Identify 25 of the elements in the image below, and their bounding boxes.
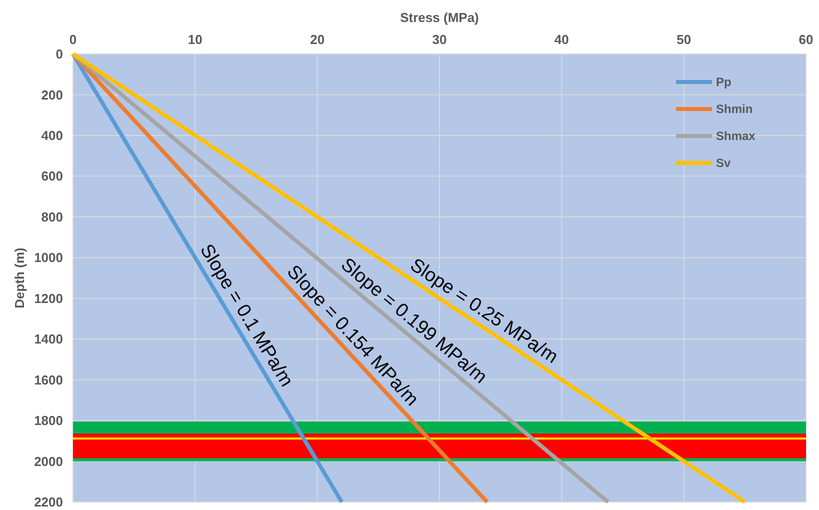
legend-label: Shmin <box>716 102 753 116</box>
y-tick-label: 1400 <box>34 332 63 347</box>
legend-label: Shmax <box>716 129 756 144</box>
y-tick-label: 0 <box>56 46 63 62</box>
x-tick-label: 10 <box>188 32 202 47</box>
y-tick-label: 400 <box>41 128 63 144</box>
y-tick-label: 800 <box>41 209 63 224</box>
legend-label: Sv <box>716 156 732 170</box>
y-tick-label: 2200 <box>34 494 63 510</box>
y-tick-label: 600 <box>41 168 63 184</box>
y-tick-label: 200 <box>41 87 63 102</box>
y-tick-label: 1000 <box>34 250 63 266</box>
y-axis-title: Depth (m) <box>12 248 27 308</box>
y-tick-label: 1200 <box>34 290 63 306</box>
y-tick-label: 2000 <box>34 454 63 469</box>
y-tick-label: 1600 <box>34 372 63 388</box>
y-tick-label: 1800 <box>34 413 63 428</box>
legend-label: Pp <box>716 75 732 90</box>
x-tick-label: 30 <box>432 32 447 47</box>
x-axis-title: Stress (MPa) <box>400 10 479 25</box>
x-tick-label: 50 <box>676 32 692 47</box>
x-tick-label: 60 <box>798 32 814 47</box>
x-tick-label: 20 <box>310 32 325 47</box>
x-tick-label: 0 <box>69 32 77 47</box>
x-tick-label: 40 <box>554 32 569 47</box>
